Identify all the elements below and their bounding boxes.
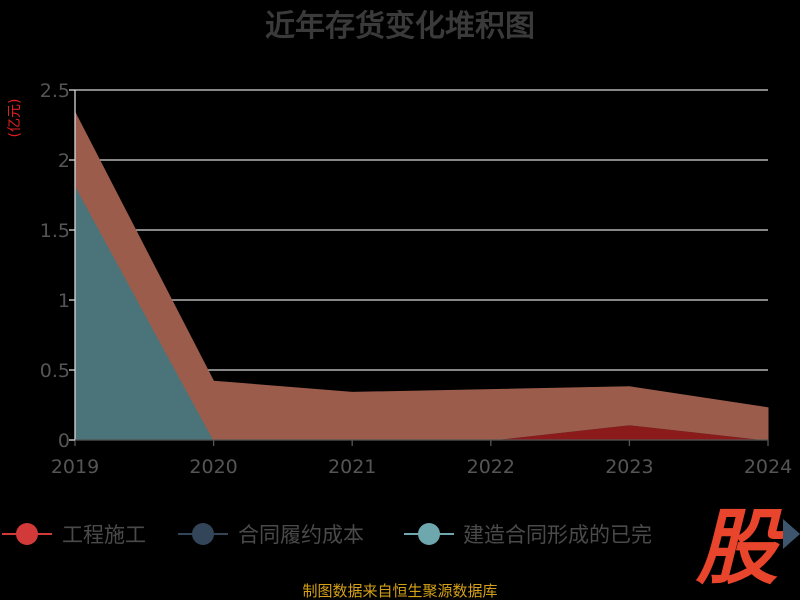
x-tick-label-1: 2020 [189, 456, 237, 478]
x-tick-label-0: 2019 [51, 456, 99, 478]
y-axis-unit: (亿元) [7, 99, 23, 138]
legend-marker-2 [418, 523, 440, 545]
y-tick-label-0: 0 [58, 430, 70, 452]
x-tick-label-5: 2024 [744, 456, 792, 478]
legend-label-1: 合同履约成本 [238, 523, 364, 547]
y-tick-label-4: 2 [58, 150, 70, 172]
x-tick-labels: 2019 2020 2021 2022 2023 2024 [51, 456, 792, 478]
legend-item-2[interactable]: 建造合同形成的已完 [404, 523, 652, 547]
y-tick-label-2: 1 [58, 290, 70, 312]
legend[interactable]: 工程施工 合同履约成本 建造合同形成的已完 [2, 523, 652, 547]
logo: 股 [695, 501, 786, 596]
x-tick-label-2: 2021 [328, 456, 376, 478]
axes [69, 89, 769, 446]
legend-label-0: 工程施工 [62, 523, 146, 547]
x-tick-label-3: 2022 [467, 456, 515, 478]
footer-source-text: 制图数据来自恒生聚源数据库 [302, 582, 497, 600]
legend-label-2: 建造合同形成的已完 [463, 523, 652, 547]
legend-item-1[interactable]: 合同履约成本 [178, 523, 364, 547]
logo-glyph: 股 [695, 501, 786, 596]
y-tick-labels: 0 0.5 1 1.5 2 2.5 [40, 80, 70, 452]
legend-marker-1 [192, 523, 214, 545]
triangle-right-icon[interactable] [783, 519, 800, 549]
chart-title: 近年存货变化堆积图 [265, 9, 535, 44]
legend-item-0[interactable]: 工程施工 [2, 523, 146, 547]
y-tick-label-5: 2.5 [40, 80, 70, 102]
legend-marker-0 [16, 523, 38, 545]
y-tick-label-1: 0.5 [40, 360, 70, 382]
y-tick-label-3: 1.5 [40, 220, 70, 242]
x-tick-label-4: 2023 [605, 456, 653, 478]
